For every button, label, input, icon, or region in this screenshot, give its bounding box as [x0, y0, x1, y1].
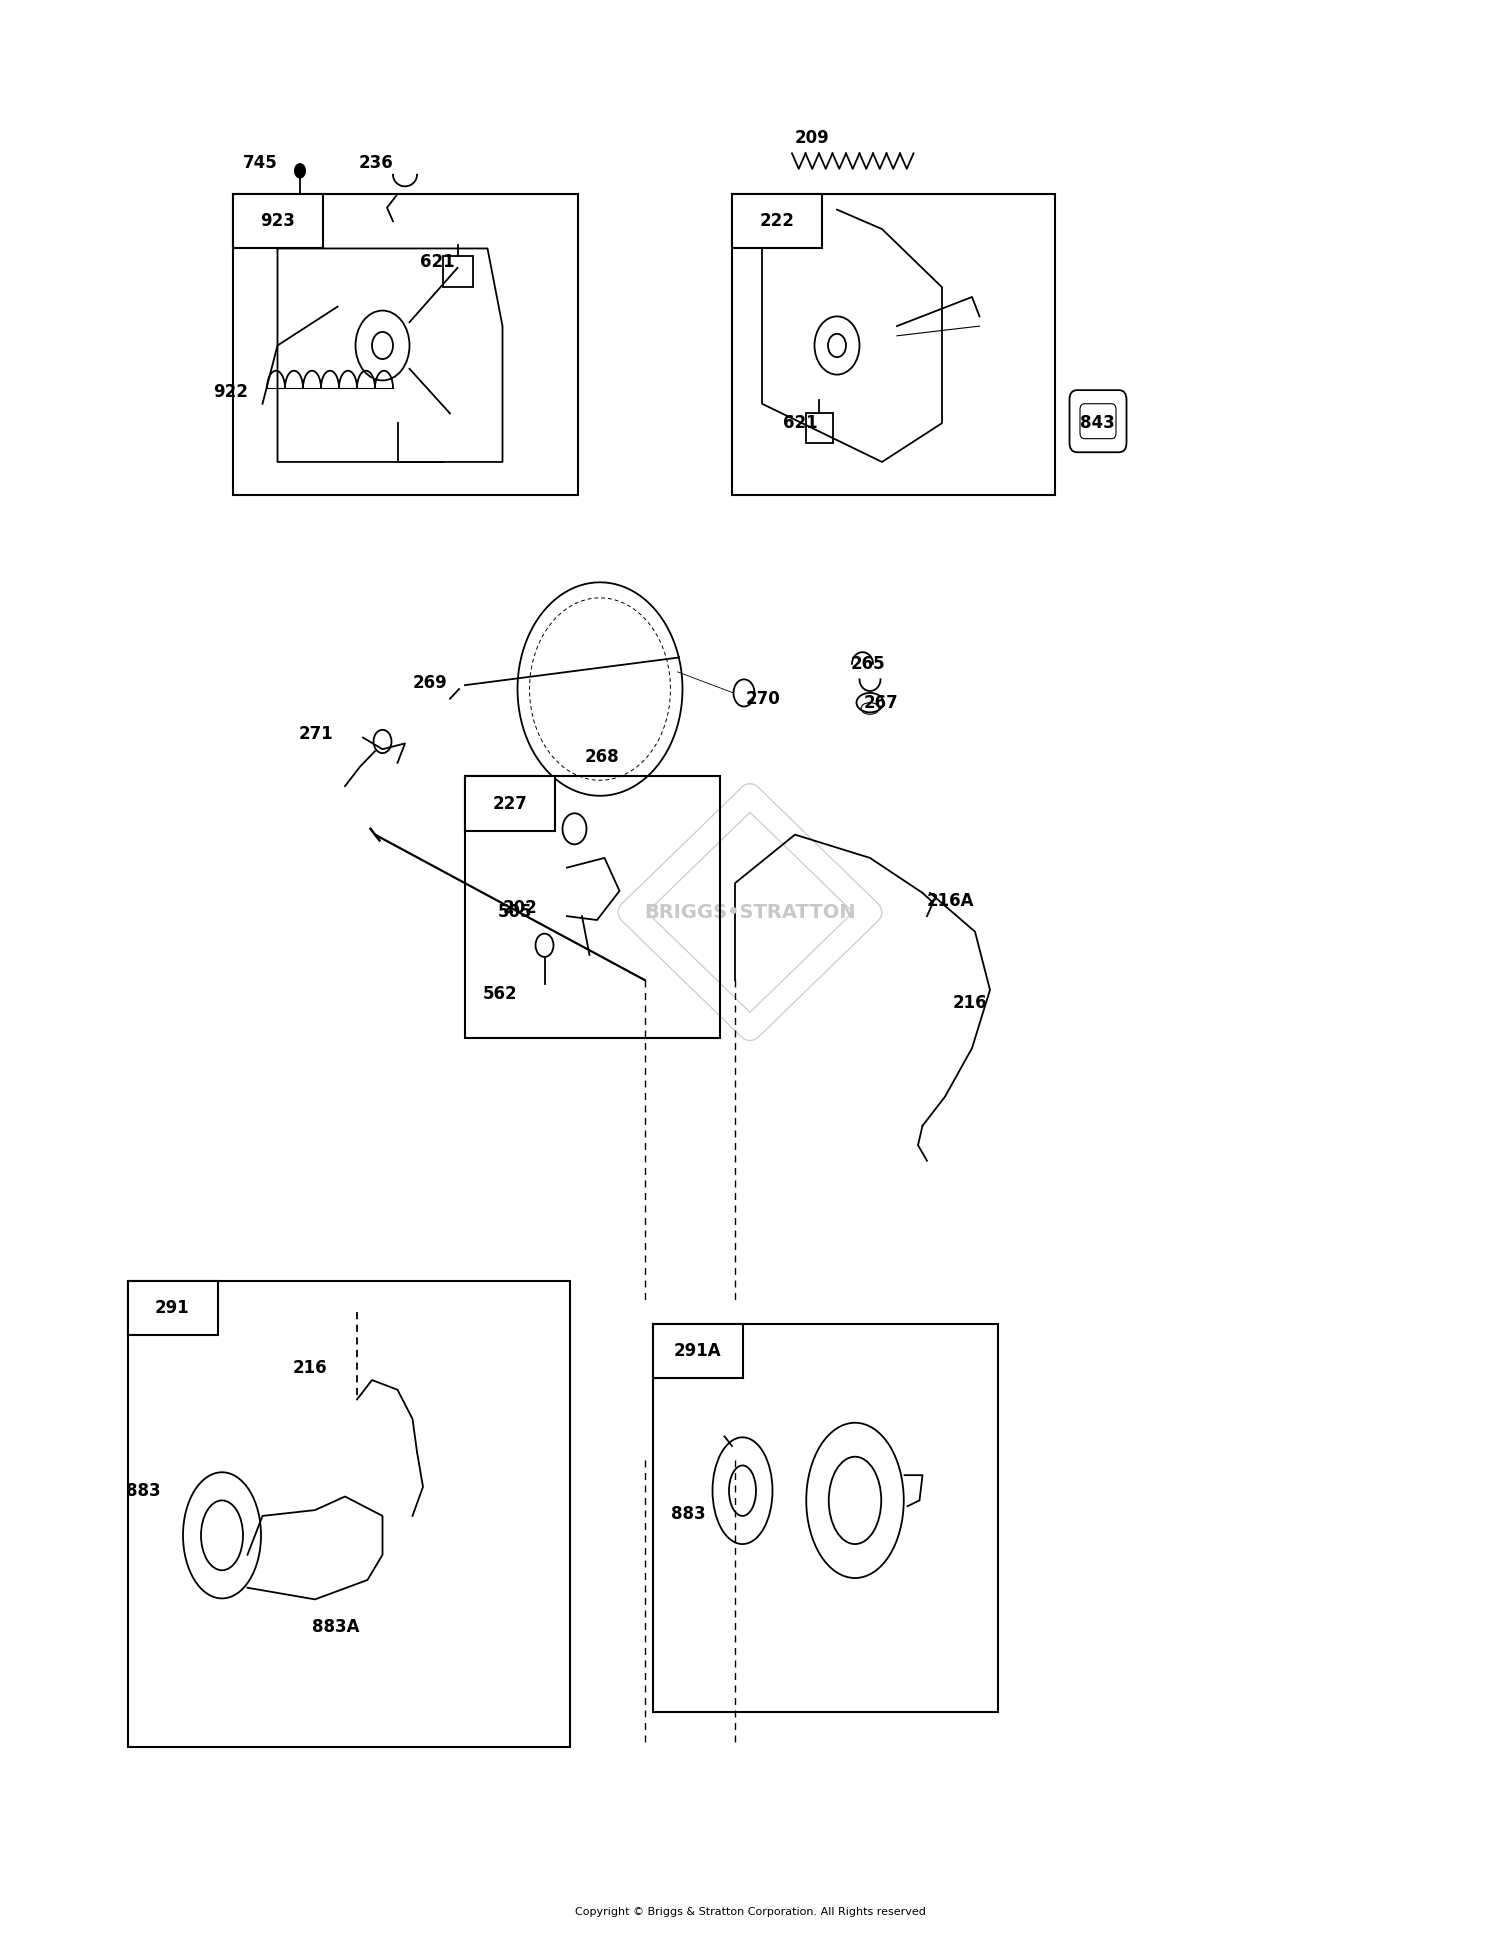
Text: 269: 269 — [413, 674, 447, 693]
Text: 268: 268 — [585, 747, 620, 767]
Text: 883: 883 — [670, 1504, 705, 1524]
Text: 270: 270 — [746, 689, 780, 708]
Bar — [652, 1324, 998, 1712]
Text: 505: 505 — [498, 903, 532, 922]
Text: 222: 222 — [759, 212, 795, 231]
Text: 922: 922 — [213, 382, 248, 402]
Text: 236: 236 — [358, 153, 393, 173]
Text: 265: 265 — [850, 654, 885, 674]
Text: BRIGGS•STRATTON: BRIGGS•STRATTON — [644, 903, 856, 922]
Text: 202: 202 — [503, 899, 537, 918]
Text: 621: 621 — [420, 252, 454, 272]
Text: 621: 621 — [783, 413, 818, 433]
Bar — [652, 1324, 742, 1378]
Text: 291A: 291A — [674, 1341, 722, 1361]
Text: 227: 227 — [492, 794, 528, 813]
Text: 745: 745 — [243, 153, 278, 173]
Text: 209: 209 — [795, 128, 830, 148]
Text: 291: 291 — [154, 1299, 190, 1318]
Bar — [232, 194, 322, 248]
Bar — [465, 776, 555, 831]
Bar — [465, 776, 720, 1038]
Bar — [128, 1281, 570, 1747]
Text: 843: 843 — [1080, 413, 1114, 433]
Text: 216: 216 — [292, 1359, 327, 1378]
Bar — [806, 413, 832, 443]
Text: 923: 923 — [260, 212, 296, 231]
Text: 267: 267 — [864, 693, 898, 712]
Text: 883A: 883A — [312, 1617, 360, 1636]
Circle shape — [294, 163, 306, 179]
Bar — [128, 1281, 218, 1335]
Text: Copyright © Briggs & Stratton Corporation. All Rights reserved: Copyright © Briggs & Stratton Corporatio… — [574, 1906, 926, 1918]
Bar — [732, 194, 1054, 495]
Bar — [442, 256, 472, 287]
Text: 883: 883 — [126, 1481, 160, 1500]
Bar — [232, 194, 578, 495]
Text: 216: 216 — [952, 994, 987, 1013]
Text: 216A: 216A — [927, 891, 975, 910]
Bar — [732, 194, 822, 248]
Text: 271: 271 — [298, 724, 333, 743]
Text: 562: 562 — [483, 984, 518, 1003]
